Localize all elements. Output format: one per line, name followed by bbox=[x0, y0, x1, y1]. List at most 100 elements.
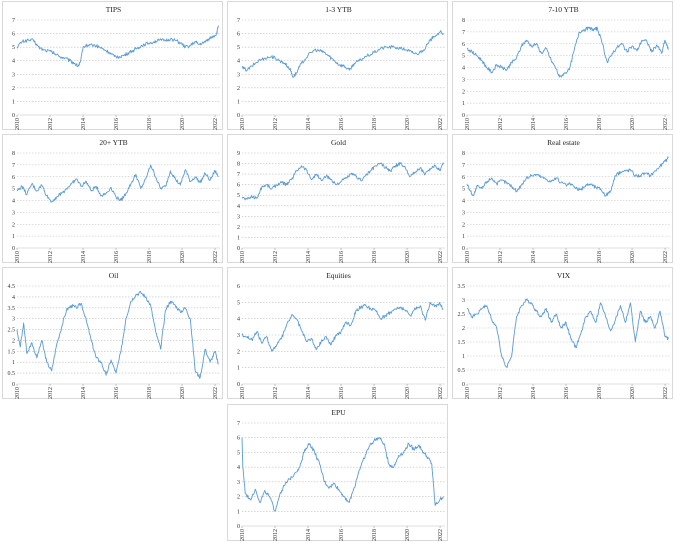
y-tick-label: 0.5 bbox=[458, 368, 466, 374]
panel-epu: EPU 0 1 2 3 4 5 6 7 2010 2012 2014 2016 2018 2020 2022 bbox=[227, 404, 448, 541]
x-tick-label: 2016 bbox=[339, 387, 345, 399]
x-tick-label: 2016 bbox=[564, 118, 570, 130]
y-tick-label: 2 bbox=[237, 495, 240, 501]
y-tick-label: 8 bbox=[462, 18, 465, 24]
x-tick-label: 2016 bbox=[114, 251, 120, 263]
x-tick-label: 2014 bbox=[531, 387, 537, 399]
x-tick-label: 2010 bbox=[15, 387, 21, 399]
x-tick-label: 2016 bbox=[114, 118, 120, 130]
x-tick-label: 2020 bbox=[405, 251, 411, 263]
y-tick-label: 4 bbox=[12, 59, 15, 65]
x-tick-label: 2016 bbox=[339, 118, 345, 130]
y-tick-label: 0 bbox=[462, 382, 465, 388]
x-tick-label: 2018 bbox=[597, 118, 603, 130]
series-line-epu bbox=[241, 437, 444, 512]
x-tick-label: 2014 bbox=[306, 529, 312, 541]
y-tick-label: 2 bbox=[12, 222, 15, 228]
y-tick-label: 4 bbox=[237, 465, 240, 471]
x-tick-label: 2014 bbox=[81, 387, 87, 399]
y-tick-label: 1 bbox=[237, 99, 240, 105]
y-tick-label: 6 bbox=[462, 42, 465, 48]
x-tick-label: 2012 bbox=[273, 387, 279, 399]
x-tick-label: 2022 bbox=[663, 251, 669, 263]
x-tick-label: 2010 bbox=[240, 529, 246, 541]
panel-7-10-ytb: 7-10 YTB 0 1 2 3 4 5 6 7 8 2010 2012 2014 2016 2018 202… bbox=[452, 1, 673, 130]
y-tick-label: 0 bbox=[12, 113, 15, 119]
y-tick-label: 4 bbox=[462, 199, 465, 205]
y-tick-label: 4.5 bbox=[8, 284, 16, 290]
x-tick-label: 2016 bbox=[564, 251, 570, 263]
chart-epu: EPU 0 1 2 3 4 5 6 7 2010 2012 2014 2016 2018 2020 2022 bbox=[237, 408, 445, 541]
x-tick-label: 2018 bbox=[597, 251, 603, 263]
x-tick-label: 2012 bbox=[498, 251, 504, 263]
series-line-real-estate bbox=[466, 156, 669, 197]
series-line-7-10-ytb bbox=[466, 26, 669, 78]
chart-oil: Oil 0 0.5 1 1.5 2 2.5 3 3.5 4 4.5 2010 2012 2014 2016 2… bbox=[8, 271, 220, 399]
x-tick-label: 2018 bbox=[597, 387, 603, 399]
y-tick-label: 2 bbox=[237, 349, 240, 355]
y-tick-label: 2 bbox=[12, 86, 15, 92]
x-tick-label: 2010 bbox=[240, 118, 246, 130]
x-tick-label: 2020 bbox=[630, 387, 636, 399]
panel-1-3-ytb: 1-3 YTB 0 1 2 3 4 5 6 7 2010 2012 2014 2016 2018 2020 2… bbox=[227, 1, 448, 130]
y-tick-label: 1 bbox=[462, 234, 465, 240]
x-tick-label: 2010 bbox=[240, 251, 246, 263]
y-tick-label: 7 bbox=[462, 30, 465, 36]
chart-7-10-ytb: 7-10 YTB 0 1 2 3 4 5 6 7 8 2010 2012 2014 2016 2018 202… bbox=[462, 5, 670, 130]
chart-title-tips: TIPS bbox=[106, 5, 121, 14]
y-tick-label: 5 bbox=[237, 300, 240, 306]
x-tick-label: 2012 bbox=[48, 387, 54, 399]
y-tick-label: 5 bbox=[237, 193, 240, 199]
x-tick-label: 2010 bbox=[240, 387, 246, 399]
x-tick-label: 2020 bbox=[180, 251, 186, 263]
y-tick-label: 3 bbox=[237, 333, 240, 339]
y-tick-label: 6 bbox=[12, 175, 15, 181]
y-tick-label: 6 bbox=[237, 284, 240, 290]
y-tick-label: 1 bbox=[237, 366, 240, 372]
y-tick-label: 3 bbox=[12, 317, 15, 323]
x-tick-label: 2010 bbox=[15, 118, 21, 130]
y-tick-label: 5 bbox=[462, 187, 465, 193]
panel-equities: Equities 0 1 2 3 4 5 6 2010 2012 2014 2016 2018 2020 2… bbox=[227, 267, 448, 399]
y-tick-label: 7 bbox=[12, 163, 15, 169]
x-tick-label: 2010 bbox=[465, 251, 471, 263]
x-tick-label: 2018 bbox=[372, 118, 378, 130]
chart-gold: Gold 0 1 2 3 4 5 6 7 8 9 2010 2012 2014 2016 2018 2020 20… bbox=[237, 138, 445, 263]
y-tick-label: 7 bbox=[237, 172, 240, 178]
series-line-tips bbox=[16, 25, 219, 68]
y-tick-label: 8 bbox=[237, 162, 240, 168]
y-tick-label: 3 bbox=[12, 210, 15, 216]
x-tick-label: 2022 bbox=[213, 118, 219, 130]
chart-title-real-estate: Real estate bbox=[547, 138, 580, 147]
y-tick-label: 4 bbox=[237, 317, 240, 323]
y-tick-label: 2 bbox=[237, 86, 240, 92]
x-tick-label: 2010 bbox=[465, 387, 471, 399]
chart-equities: Equities 0 1 2 3 4 5 6 2010 2012 2014 2016 2018 2020 2… bbox=[237, 271, 445, 399]
y-tick-label: 0 bbox=[237, 524, 240, 530]
y-tick-label: 2 bbox=[12, 338, 15, 344]
x-tick-label: 2022 bbox=[438, 251, 444, 263]
x-tick-label: 2018 bbox=[147, 387, 153, 399]
chart-title-7-10-ytb: 7-10 YTB bbox=[548, 5, 578, 14]
y-tick-label: 9 bbox=[237, 151, 240, 157]
y-tick-label: 0 bbox=[462, 246, 465, 252]
x-tick-label: 2020 bbox=[405, 387, 411, 399]
y-tick-label: 1 bbox=[462, 354, 465, 360]
y-tick-label: 3 bbox=[12, 72, 15, 78]
y-tick-label: 1 bbox=[12, 234, 15, 240]
chart-title-equities: Equities bbox=[326, 271, 351, 280]
x-tick-label: 2018 bbox=[147, 251, 153, 263]
x-tick-label: 2012 bbox=[273, 529, 279, 541]
x-tick-label: 2020 bbox=[405, 529, 411, 541]
y-tick-label: 5 bbox=[237, 45, 240, 51]
y-tick-label: 3 bbox=[462, 298, 465, 304]
y-tick-label: 6 bbox=[237, 436, 240, 442]
y-tick-label: 0 bbox=[237, 113, 240, 119]
x-tick-label: 2022 bbox=[438, 529, 444, 541]
series-line-equities bbox=[241, 301, 444, 352]
y-tick-label: 5 bbox=[237, 450, 240, 456]
x-tick-label: 2020 bbox=[630, 118, 636, 130]
chart-title-oil: Oil bbox=[109, 271, 119, 280]
x-tick-label: 2014 bbox=[531, 118, 537, 130]
y-tick-label: 1.5 bbox=[8, 349, 16, 355]
